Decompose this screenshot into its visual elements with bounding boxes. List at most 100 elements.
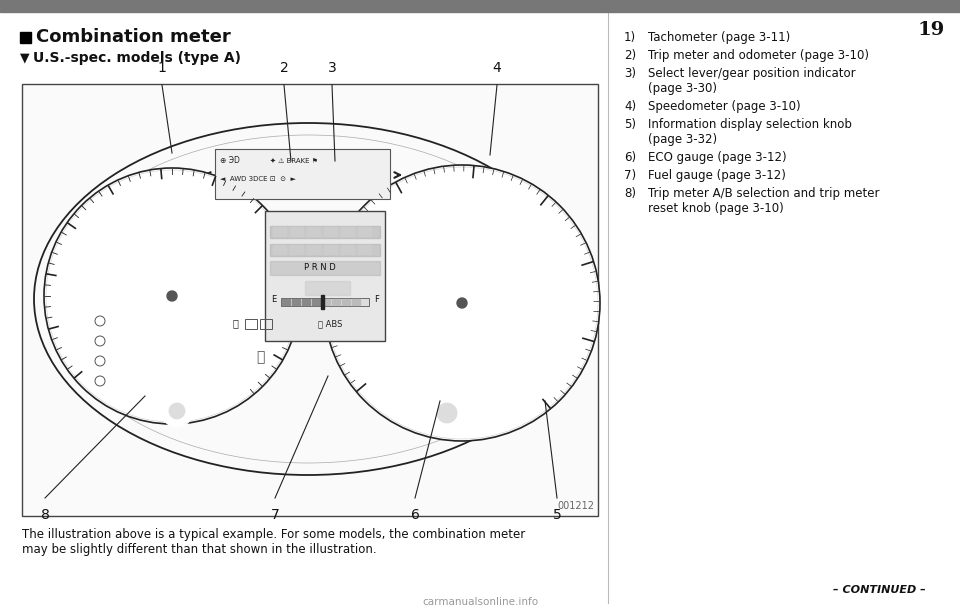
- Circle shape: [437, 403, 457, 423]
- Bar: [282, 299, 290, 305]
- Bar: [0, 0, 960, 12]
- Text: CHECK: CHECK: [99, 334, 121, 339]
- Text: Information display selection knob: Information display selection knob: [648, 118, 852, 131]
- Bar: [270, 226, 380, 238]
- Text: 140: 140: [471, 188, 492, 198]
- Text: MPH: MPH: [508, 338, 526, 347]
- Bar: [324, 245, 338, 255]
- Text: 🔋: 🔋: [232, 318, 238, 328]
- Bar: [260, 319, 272, 329]
- Text: – CONTINUED –: – CONTINUED –: [833, 585, 926, 595]
- Text: 2: 2: [279, 61, 288, 75]
- Circle shape: [160, 284, 184, 308]
- Text: 100: 100: [396, 201, 416, 211]
- Text: 60: 60: [367, 309, 373, 313]
- Text: ▼: ▼: [20, 51, 30, 65]
- Text: MPG: MPG: [445, 371, 463, 380]
- Text: 🛢 ABS: 🛢 ABS: [318, 319, 342, 328]
- Bar: [281, 298, 369, 306]
- Circle shape: [449, 290, 475, 316]
- Text: 8: 8: [274, 278, 281, 288]
- Text: Trip meter A/B selection and trip meter: Trip meter A/B selection and trip meter: [648, 187, 879, 200]
- Text: 40: 40: [344, 298, 357, 308]
- Text: TEMP: TEMP: [102, 370, 118, 375]
- Bar: [305, 281, 350, 295]
- Text: (page 3-30): (page 3-30): [648, 82, 717, 95]
- Text: P R N D: P R N D: [304, 263, 336, 273]
- Bar: [307, 227, 321, 237]
- Text: 80: 80: [370, 226, 383, 236]
- Text: ⊕ ЭD: ⊕ ЭD: [220, 156, 240, 165]
- Text: carmanualsonline.info: carmanualsonline.info: [422, 597, 538, 607]
- Bar: [341, 227, 355, 237]
- Text: 2: 2: [65, 265, 73, 276]
- Bar: [22, 84, 598, 516]
- Bar: [358, 245, 372, 255]
- Text: The illustration above is a typical example. For some models, the combination me: The illustration above is a typical exam…: [22, 528, 525, 541]
- Bar: [265, 211, 385, 341]
- Text: 0: 0: [372, 370, 379, 380]
- Bar: [332, 299, 340, 305]
- Bar: [341, 245, 355, 255]
- Text: 5: 5: [553, 508, 562, 522]
- Text: 7: 7: [257, 233, 265, 243]
- Bar: [273, 245, 287, 255]
- Text: 8: 8: [40, 508, 49, 522]
- Text: 5): 5): [624, 118, 636, 131]
- Text: 1: 1: [65, 315, 72, 325]
- Bar: [215, 149, 390, 199]
- Circle shape: [167, 291, 177, 301]
- Text: 001212: 001212: [557, 501, 594, 511]
- Text: 4: 4: [127, 194, 134, 203]
- Text: 20: 20: [381, 351, 389, 356]
- Text: 7: 7: [271, 508, 279, 522]
- Text: 5: 5: [174, 185, 181, 195]
- Text: Tachometer (page 3-11): Tachometer (page 3-11): [648, 31, 790, 44]
- Text: 160: 160: [418, 217, 428, 222]
- Circle shape: [429, 395, 465, 431]
- Bar: [324, 227, 338, 237]
- Text: 6): 6): [624, 151, 636, 164]
- Text: ✦ ⚠ BRAKE ⚑: ✦ ⚠ BRAKE ⚑: [270, 158, 318, 164]
- Text: 180: 180: [439, 210, 449, 215]
- Bar: [290, 227, 304, 237]
- Text: 200: 200: [462, 208, 472, 214]
- Bar: [342, 299, 350, 305]
- Text: E: E: [271, 295, 276, 304]
- Text: x1000r/min: x1000r/min: [168, 274, 212, 282]
- Text: 7): 7): [624, 169, 636, 182]
- Text: Fuel gauge (page 3-12): Fuel gauge (page 3-12): [648, 169, 786, 182]
- Bar: [273, 227, 287, 237]
- Text: Speedometer (page 3-10): Speedometer (page 3-10): [648, 100, 801, 113]
- Text: ⏚: ⏚: [255, 350, 264, 364]
- Bar: [270, 261, 380, 275]
- Circle shape: [544, 305, 560, 321]
- Bar: [312, 299, 320, 305]
- Bar: [20, 32, 31, 43]
- Text: 1): 1): [624, 31, 636, 44]
- Text: 1: 1: [157, 61, 166, 75]
- Text: 0: 0: [87, 359, 94, 369]
- Bar: [321, 295, 324, 309]
- Text: 3: 3: [327, 61, 336, 75]
- Text: (page 3-32): (page 3-32): [648, 133, 717, 146]
- Bar: [322, 299, 330, 305]
- Text: 4: 4: [492, 61, 501, 75]
- Text: 120: 120: [383, 245, 394, 250]
- Text: 120: 120: [432, 188, 453, 198]
- Text: 220: 220: [484, 213, 494, 218]
- Text: SELECT: SELECT: [531, 313, 557, 319]
- Text: may be slightly different than that shown in the illustration.: may be slightly different than that show…: [22, 543, 376, 556]
- Bar: [307, 245, 321, 255]
- Text: ECO gauge (page 3-12): ECO gauge (page 3-12): [648, 151, 786, 164]
- Text: TRIP: TRIP: [103, 322, 117, 327]
- Text: F: F: [374, 295, 379, 304]
- Text: reset knob (page 3-10): reset knob (page 3-10): [648, 202, 783, 215]
- Text: 3): 3): [624, 67, 636, 80]
- Circle shape: [324, 165, 600, 441]
- Text: 19: 19: [918, 21, 945, 39]
- Text: Select lever/gear position indicator: Select lever/gear position indicator: [648, 67, 855, 80]
- Text: 4): 4): [624, 100, 636, 113]
- Text: 80: 80: [368, 286, 374, 291]
- Text: U.S.-spec. models (type A): U.S.-spec. models (type A): [33, 51, 241, 65]
